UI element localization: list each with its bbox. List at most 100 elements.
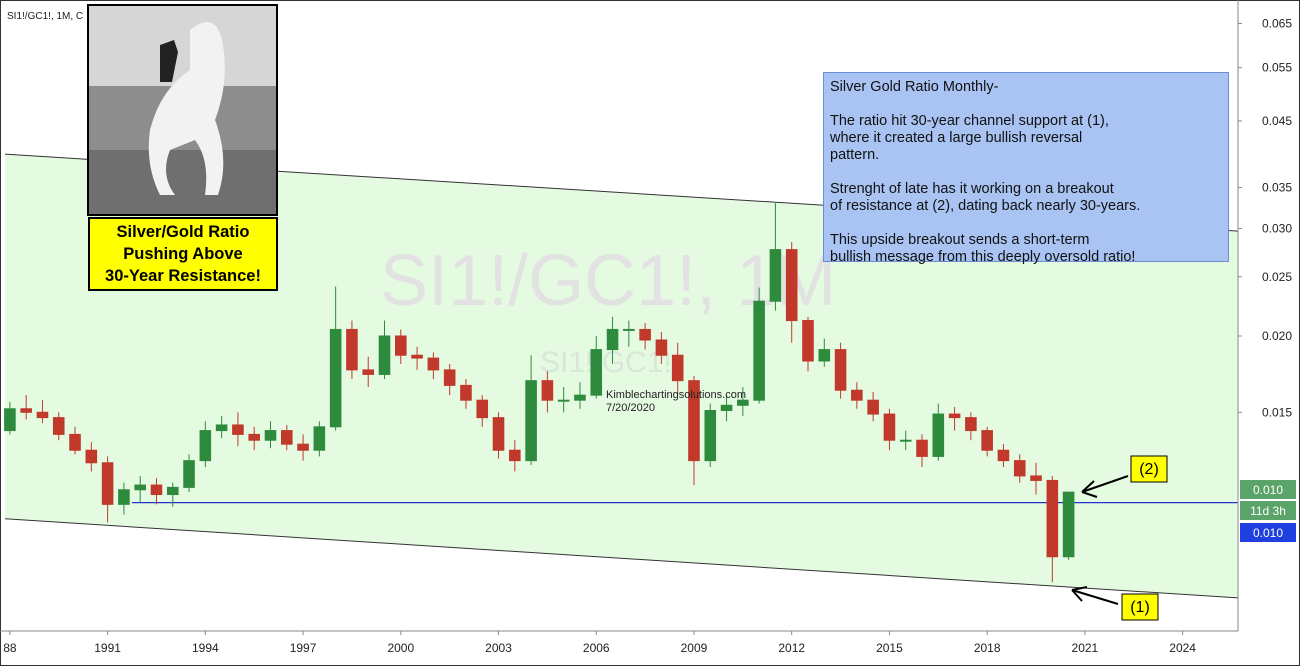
candle-body: [297, 443, 309, 451]
candle-body: [346, 328, 358, 371]
candle-body: [948, 413, 961, 419]
price-tag: [1240, 523, 1296, 542]
x-tick-label: 2003: [485, 641, 512, 655]
note-paragraph: Silver Gold Ratio Monthly-: [830, 79, 1222, 96]
candle-body: [688, 380, 700, 462]
badge-line: Pushing Above: [123, 245, 243, 263]
note-line: bullish message from this deeply oversol…: [830, 249, 1136, 265]
candle-body: [509, 449, 521, 462]
candle-body: [557, 399, 570, 402]
candle-body: [737, 399, 749, 406]
candle-body: [981, 430, 993, 451]
candle-body: [916, 439, 928, 457]
candle-body: [932, 413, 945, 457]
candle-body: [166, 486, 179, 496]
note-paragraph: This upside breakout sends a short-term b…: [830, 232, 1222, 266]
photo-sky: [89, 6, 276, 86]
note-line: The ratio hit 30-year channel support at…: [830, 113, 1109, 129]
x-tick-label: 2015: [876, 641, 903, 655]
photo: [87, 4, 278, 216]
watermark-small: SI1!/GC1!: [540, 346, 672, 379]
x-tick-label: 1991: [94, 641, 121, 655]
photo-ground: [89, 150, 276, 214]
x-tick-label: 2021: [1072, 641, 1099, 655]
candle-body: [395, 335, 407, 356]
candle-body: [899, 439, 912, 442]
candle-body: [69, 433, 81, 451]
candle-body: [574, 394, 586, 401]
y-tick-label: 0.045: [1262, 114, 1292, 128]
candle-body: [802, 320, 814, 362]
price-tag-label: 0.010: [1253, 526, 1283, 540]
candle-body: [541, 380, 554, 401]
y-tick-label: 0.015: [1262, 405, 1292, 419]
candle-body: [623, 328, 635, 331]
badge-line: 30-Year Resistance!: [105, 267, 261, 285]
candle-body: [329, 328, 342, 428]
note-paragraph: The ratio hit 30-year channel support at…: [830, 113, 1222, 164]
commentary-box: Silver Gold Ratio Monthly- The ratio hit …: [823, 72, 1229, 265]
candle-body: [264, 430, 277, 441]
candle-body: [52, 417, 65, 435]
candle-body: [851, 389, 863, 401]
note-line: Strenght of late has it working on a bre…: [830, 181, 1114, 197]
candle-body: [85, 449, 98, 464]
y-tick-label: 0.035: [1262, 181, 1292, 195]
candle-body: [867, 399, 879, 415]
candle-body: [134, 484, 146, 491]
candle-body: [671, 354, 684, 382]
candle-body: [362, 369, 375, 375]
candle-body: [248, 433, 260, 441]
note-line: where it created a large bullish reversa…: [830, 130, 1083, 146]
y-tick-label: 0.025: [1262, 270, 1292, 284]
candle-body: [378, 335, 391, 375]
candle-body: [313, 426, 326, 451]
photo-rider: [160, 40, 178, 82]
note-paragraph: Strenght of late has it working on a bre…: [830, 181, 1222, 215]
price-tag-label: 0.010: [1253, 483, 1283, 497]
candle-body: [639, 328, 651, 341]
callout-box: [1121, 593, 1159, 621]
candle-body: [769, 249, 782, 302]
callout-label: (2): [1139, 461, 1159, 478]
candle-body: [443, 369, 456, 386]
x-tick-label: 2006: [583, 641, 610, 655]
candle-body: [118, 489, 130, 505]
candle-body: [20, 408, 32, 413]
candle-body: [525, 380, 537, 462]
candle-body: [753, 300, 765, 401]
candle-body: [965, 417, 977, 432]
date: 7/20/2020: [606, 402, 655, 414]
headline-badge: Silver/Gold Ratio Pushing Above 30-Year Re…: [88, 217, 278, 291]
y-tick-label: 0.030: [1262, 221, 1292, 235]
y-tick-label: 0.065: [1262, 16, 1292, 30]
candle-body: [476, 399, 489, 419]
callout-box: [1130, 455, 1168, 483]
plot: [4, 203, 1238, 583]
candle-body: [427, 357, 440, 371]
note-line: pattern.: [830, 147, 880, 163]
candle-body: [606, 328, 619, 351]
x-tick-label: 1997: [290, 641, 317, 655]
y-tick-label: 0.020: [1262, 329, 1292, 343]
candle-body: [150, 484, 163, 496]
candle-body: [997, 449, 1010, 462]
watermark: SI1!/GC1!, 1M: [380, 241, 836, 321]
candle-body: [411, 354, 423, 359]
x-tick-label: 2024: [1169, 641, 1196, 655]
badge-line: Silver/Gold Ratio: [116, 223, 250, 241]
channel-line: [4, 518, 1239, 599]
note-line: This upside breakout sends a short-term: [830, 232, 1090, 248]
candle-body: [818, 349, 831, 362]
candle-body: [232, 424, 244, 435]
y-tick-label: 0.055: [1262, 61, 1292, 75]
countdown-tag: [1240, 501, 1296, 520]
candle-body: [492, 417, 505, 451]
x-tick-label: 88: [3, 641, 17, 655]
note-line: Silver Gold Ratio Monthly-: [830, 79, 999, 95]
x-tick-label: 2018: [974, 641, 1001, 655]
candle-body: [655, 339, 668, 356]
candle-body: [460, 384, 472, 401]
